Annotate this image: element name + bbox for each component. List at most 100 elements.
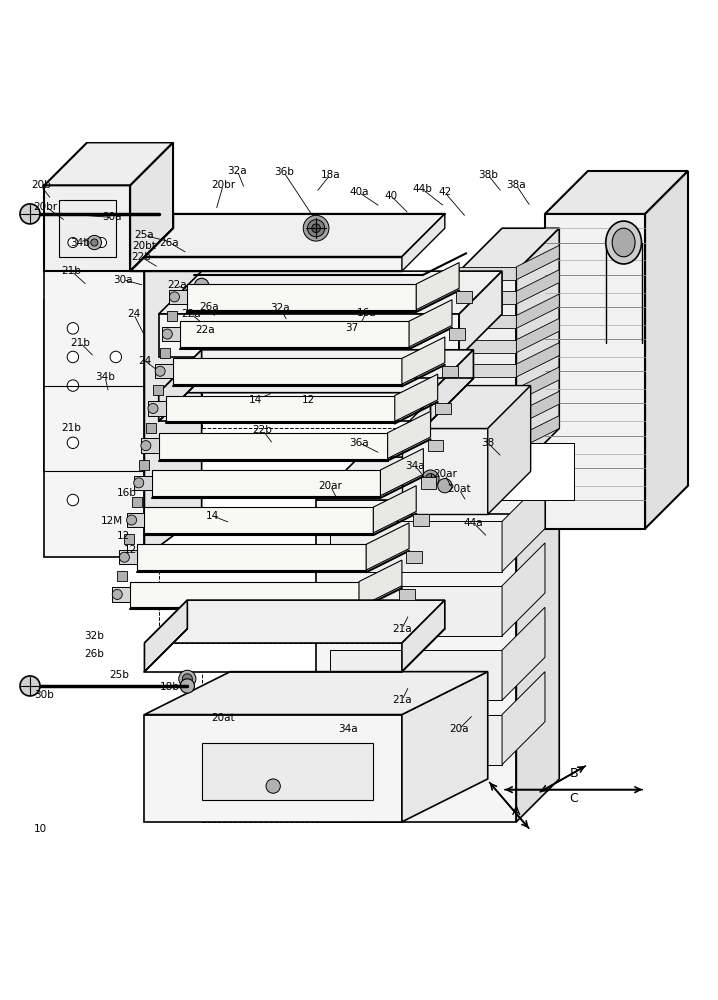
Polygon shape xyxy=(330,586,502,636)
Circle shape xyxy=(110,351,121,363)
Polygon shape xyxy=(45,257,202,300)
Circle shape xyxy=(68,238,78,248)
Polygon shape xyxy=(402,428,488,514)
Text: 32a: 32a xyxy=(271,303,290,313)
Text: 21b: 21b xyxy=(62,423,81,433)
Polygon shape xyxy=(166,396,395,421)
Polygon shape xyxy=(159,271,502,314)
Circle shape xyxy=(438,479,452,493)
Circle shape xyxy=(307,220,325,237)
Polygon shape xyxy=(414,514,429,526)
Circle shape xyxy=(67,437,79,449)
Circle shape xyxy=(67,323,79,334)
Ellipse shape xyxy=(612,228,635,257)
Text: 37: 37 xyxy=(345,323,358,333)
Polygon shape xyxy=(516,270,559,304)
Text: 21a: 21a xyxy=(392,695,411,705)
Polygon shape xyxy=(139,460,149,470)
Polygon shape xyxy=(402,337,445,384)
Circle shape xyxy=(179,670,196,687)
Text: 40a: 40a xyxy=(349,187,369,197)
Circle shape xyxy=(169,292,180,302)
Circle shape xyxy=(87,235,101,250)
Polygon shape xyxy=(144,600,187,672)
Polygon shape xyxy=(459,267,516,280)
Text: 12: 12 xyxy=(123,545,136,555)
Circle shape xyxy=(112,589,122,599)
Polygon shape xyxy=(316,457,559,500)
Polygon shape xyxy=(159,350,473,393)
Polygon shape xyxy=(402,672,488,822)
Polygon shape xyxy=(516,367,559,401)
Text: 20ar: 20ar xyxy=(319,481,342,491)
Polygon shape xyxy=(45,271,144,557)
Polygon shape xyxy=(459,315,516,328)
Polygon shape xyxy=(402,214,445,271)
Text: 22a: 22a xyxy=(167,280,187,290)
Text: 10: 10 xyxy=(34,824,47,834)
Circle shape xyxy=(426,474,436,484)
Text: 25b: 25b xyxy=(109,670,129,680)
Polygon shape xyxy=(502,479,545,572)
Polygon shape xyxy=(516,343,559,377)
Polygon shape xyxy=(449,328,465,340)
Text: A: A xyxy=(512,805,521,818)
Polygon shape xyxy=(459,388,516,401)
Text: 22b: 22b xyxy=(131,252,151,262)
Text: 20br: 20br xyxy=(211,180,236,190)
Polygon shape xyxy=(502,607,545,700)
Polygon shape xyxy=(144,600,445,643)
Polygon shape xyxy=(516,294,559,328)
Text: 22b: 22b xyxy=(253,425,272,435)
Polygon shape xyxy=(126,513,144,527)
Text: 20at: 20at xyxy=(211,713,235,723)
Polygon shape xyxy=(435,403,451,414)
Text: 22a: 22a xyxy=(195,325,215,335)
Circle shape xyxy=(96,238,106,248)
Text: 38: 38 xyxy=(481,438,495,448)
Polygon shape xyxy=(330,521,502,572)
Ellipse shape xyxy=(20,204,40,224)
Text: 32a: 32a xyxy=(228,166,247,176)
Polygon shape xyxy=(144,672,488,715)
Text: 26b: 26b xyxy=(85,649,104,659)
Polygon shape xyxy=(202,743,373,800)
Circle shape xyxy=(126,515,136,525)
Polygon shape xyxy=(516,245,559,280)
Text: 18b: 18b xyxy=(159,682,180,692)
Polygon shape xyxy=(421,477,437,489)
Text: 30a: 30a xyxy=(103,212,122,222)
Polygon shape xyxy=(45,142,173,185)
Polygon shape xyxy=(381,449,424,496)
Circle shape xyxy=(225,288,236,298)
Polygon shape xyxy=(45,185,130,271)
Circle shape xyxy=(422,470,439,487)
Ellipse shape xyxy=(606,221,641,264)
Text: 32b: 32b xyxy=(85,631,104,641)
Text: 14: 14 xyxy=(248,395,262,405)
Text: 16a: 16a xyxy=(356,308,376,318)
Text: 26a: 26a xyxy=(199,302,218,312)
Polygon shape xyxy=(459,437,516,450)
Polygon shape xyxy=(488,428,588,514)
Text: 12: 12 xyxy=(302,395,315,405)
Circle shape xyxy=(340,288,350,298)
Circle shape xyxy=(162,329,172,339)
Polygon shape xyxy=(409,300,452,347)
Polygon shape xyxy=(148,401,166,416)
Circle shape xyxy=(148,403,158,413)
Bar xyxy=(502,443,574,500)
Circle shape xyxy=(282,288,292,298)
Polygon shape xyxy=(124,534,134,544)
Circle shape xyxy=(195,278,209,293)
Polygon shape xyxy=(545,171,688,214)
Polygon shape xyxy=(173,358,402,384)
Polygon shape xyxy=(428,440,444,451)
Polygon shape xyxy=(119,550,137,564)
Polygon shape xyxy=(588,386,631,514)
Polygon shape xyxy=(112,587,130,602)
Polygon shape xyxy=(180,321,409,347)
Text: 20ar: 20ar xyxy=(433,469,457,479)
Circle shape xyxy=(134,478,144,488)
Text: 38b: 38b xyxy=(477,170,498,180)
